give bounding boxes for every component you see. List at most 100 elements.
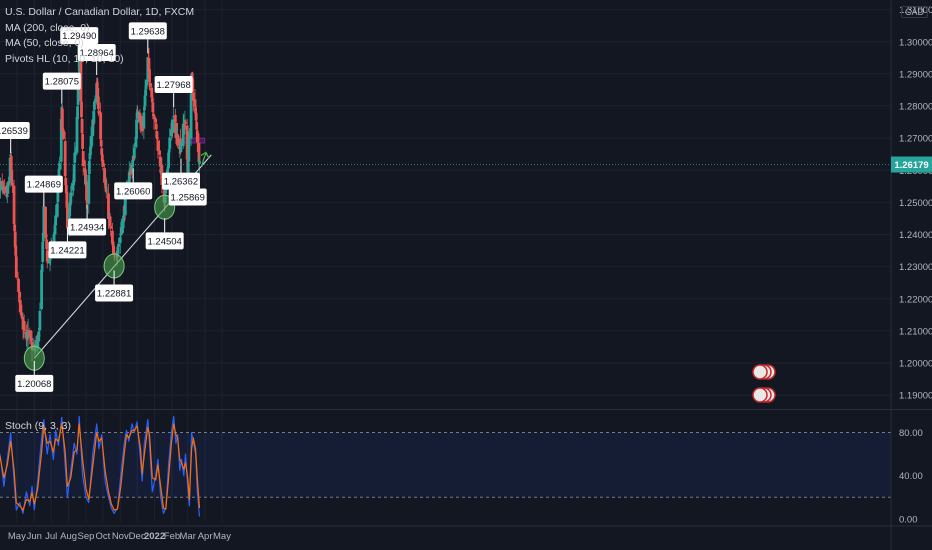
candle-body [14, 256, 18, 278]
candle-body [143, 95, 147, 107]
candle [17, 277, 20, 303]
candle [84, 160, 87, 185]
candle-body [152, 114, 155, 116]
candle-body [148, 82, 152, 87]
current-price-tag [891, 156, 932, 173]
candle-body [103, 168, 106, 183]
price-tick-label: 1.24000 [899, 230, 932, 241]
overlays: 1.26179 [0, 156, 932, 403]
time-tick-label: Dec [129, 531, 146, 542]
currency-badge[interactable]: CAD [901, 6, 929, 18]
candle-body [89, 146, 92, 155]
price-tick-label: 1.29000 [899, 69, 932, 80]
pivot-box [24, 175, 63, 193]
candle-body [187, 137, 191, 139]
candle-body [150, 98, 154, 103]
candle-body [150, 87, 154, 98]
candle-body [99, 140, 103, 147]
stoch-band [0, 432, 891, 498]
candle-body [44, 234, 48, 238]
candle-body [111, 242, 115, 246]
candle-body [184, 122, 187, 124]
candle-body [9, 156, 13, 171]
candle [160, 157, 164, 194]
candle-body [158, 150, 162, 155]
price-tick-label: 1.23000 [899, 262, 932, 273]
candle [72, 163, 76, 186]
candle-body [182, 124, 186, 127]
candle [101, 156, 105, 171]
pivot-value: 1.26539 [0, 126, 28, 137]
candle-body [194, 112, 198, 121]
candle-body [10, 182, 14, 186]
candle-body [158, 156, 162, 167]
time-tick-label: Apr [198, 531, 213, 542]
legend-pivots[interactable]: Pivots HL (10, 10, 10, 10) [5, 52, 124, 65]
candle-body [12, 185, 16, 224]
pivot-value: 1.20068 [17, 379, 51, 390]
candle [172, 106, 176, 127]
candle-body [75, 116, 79, 153]
pivot-box [145, 232, 184, 250]
candle-body [79, 61, 83, 102]
candle-body [144, 89, 147, 96]
candle-body [72, 164, 76, 183]
candle-body [118, 237, 122, 244]
candle-body [99, 112, 102, 140]
time-tick-label: Nov [112, 531, 129, 542]
candle-body [81, 151, 85, 167]
candle [18, 291, 22, 301]
candle [109, 219, 113, 237]
price-tick-label: 1.27000 [899, 134, 932, 145]
candle-body [160, 165, 164, 185]
candle-body [100, 148, 104, 156]
candle [87, 172, 91, 214]
arrow-shaft [201, 153, 207, 167]
chart-legend: U.S. Dollar / Canadian Dollar, 1D, FXCM … [5, 5, 194, 67]
candle-body [41, 241, 45, 263]
candle [13, 216, 17, 234]
candle-body [97, 110, 101, 114]
pivot-value: 1.29638 [131, 26, 165, 37]
candle [195, 128, 199, 152]
candle [99, 135, 103, 148]
pivot-value: 1.27968 [156, 80, 190, 91]
candle [136, 110, 140, 124]
candle-body [28, 330, 32, 337]
price-tick-label: 1.22000 [899, 294, 932, 305]
candle-body [66, 207, 69, 229]
stoch-legend[interactable]: Stoch (9, 3, 3) [5, 420, 71, 432]
candle-body [73, 151, 77, 156]
candle-body [191, 92, 195, 101]
candle [65, 185, 69, 209]
candle-body [190, 73, 194, 81]
candle-body [181, 123, 185, 147]
candle [41, 239, 45, 264]
candle [44, 206, 47, 240]
legend-ma200[interactable]: MA (200, close, 0) [5, 21, 90, 34]
pivot-box [114, 182, 153, 200]
candle [63, 131, 67, 183]
candle-body [134, 136, 138, 148]
candle-body [7, 181, 10, 186]
candle-body [13, 224, 17, 231]
stoch-tick-label: 0.00 [899, 514, 918, 525]
candle-body [41, 232, 45, 241]
candle-body [95, 81, 99, 89]
time-tick-label: May [213, 531, 231, 542]
candle-body [154, 123, 158, 130]
candle-body [37, 332, 41, 342]
candle-body [0, 181, 2, 191]
candle-body [193, 99, 197, 107]
candle-body [29, 335, 33, 338]
time-tick-label: 2022 [144, 531, 165, 542]
legend-ma50[interactable]: MA (50, close, 0) [5, 37, 84, 49]
candle-body [144, 79, 148, 90]
candle-body [186, 162, 190, 174]
pivot-value: 1.24934 [70, 223, 104, 234]
candle [87, 155, 91, 184]
candle-body [183, 120, 187, 124]
candle [6, 184, 10, 197]
candle [181, 113, 185, 149]
